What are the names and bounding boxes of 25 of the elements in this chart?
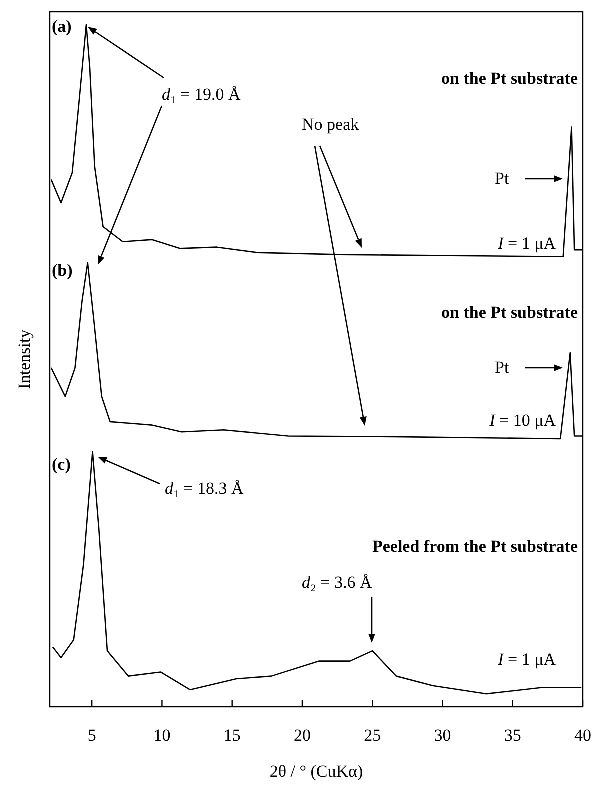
x-tick-label: 5 bbox=[88, 726, 96, 745]
x-tick-label: 35 bbox=[504, 726, 522, 745]
annotation: Pt bbox=[495, 358, 510, 377]
annotation: I = 10 μA bbox=[488, 411, 557, 430]
x-tick-label: 15 bbox=[224, 726, 241, 745]
annotation: d₂ = 3.6 Å bbox=[302, 573, 374, 592]
annotation: (b) bbox=[52, 261, 73, 280]
annotation: I = 1 μA bbox=[497, 650, 557, 669]
annotation: (c) bbox=[52, 455, 71, 474]
x-tick-label: 20 bbox=[294, 726, 311, 745]
annotation: on the Pt substrate bbox=[442, 303, 578, 322]
annotation: Peeled from the Pt substrate bbox=[372, 537, 578, 556]
annotation: d₁ = 19.0 Å bbox=[162, 85, 242, 104]
x-tick-label: 10 bbox=[154, 726, 171, 745]
annotation: I = 1 μA bbox=[497, 234, 557, 253]
annotation: (a) bbox=[52, 17, 72, 36]
annotation: No peak bbox=[302, 115, 360, 134]
x-axis-title: 2θ / ° (CuKα) bbox=[270, 762, 364, 781]
annotation: Pt bbox=[495, 169, 510, 188]
x-tick-label: 30 bbox=[434, 726, 452, 745]
x-tick-label: 25 bbox=[364, 726, 382, 745]
y-axis-title: Intensity bbox=[15, 329, 34, 390]
annotation: on the Pt substrate bbox=[442, 69, 578, 88]
x-tick-label: 40 bbox=[574, 726, 592, 745]
annotation: d₁ = 18.3 Å bbox=[165, 479, 245, 498]
